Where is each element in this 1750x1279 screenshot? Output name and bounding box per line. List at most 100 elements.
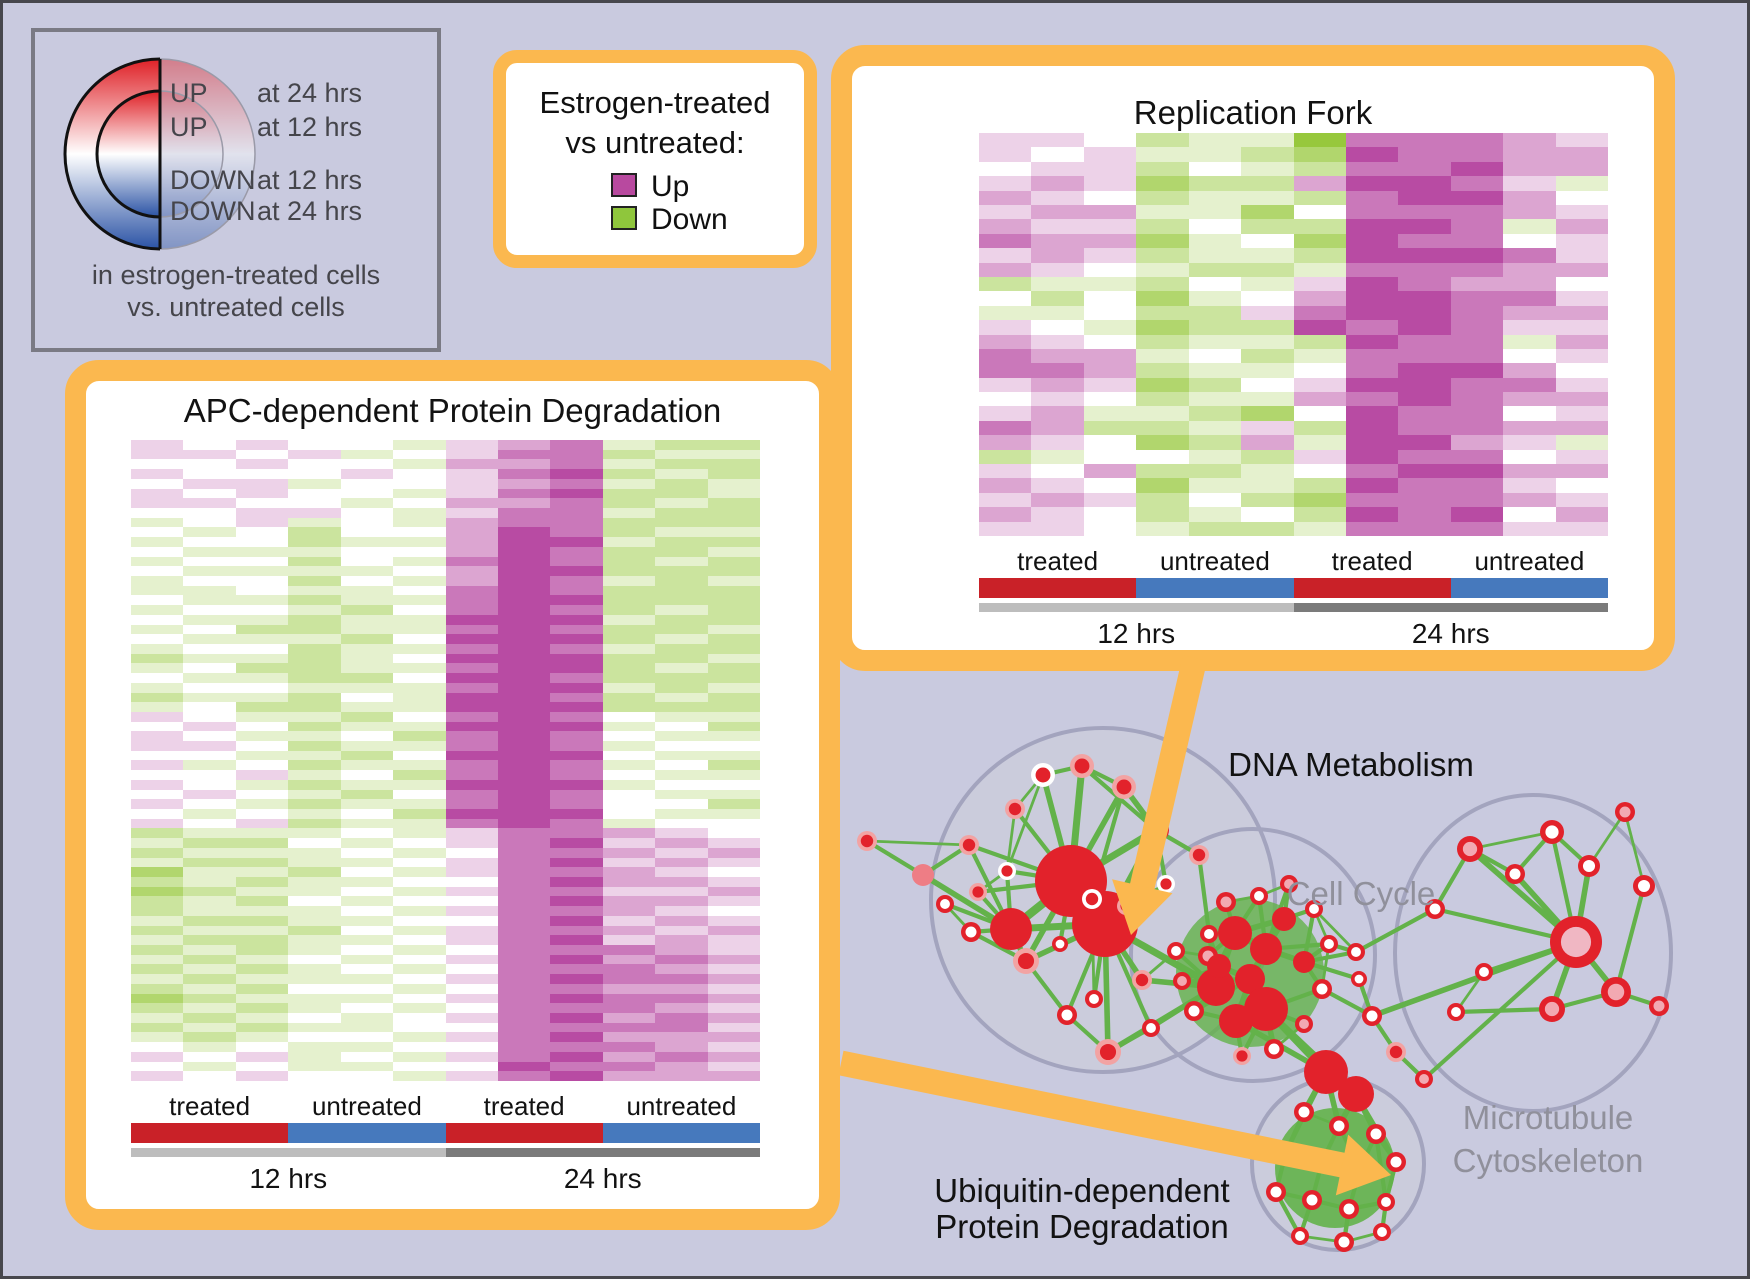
network-node-core (1268, 1043, 1280, 1055)
heatmap-cell (1450, 449, 1504, 465)
heatmap-cell (1345, 377, 1399, 393)
network-node-core (1324, 939, 1334, 949)
heatmap-cell (393, 1013, 446, 1023)
heatmap-cell (340, 1013, 394, 1023)
heatmap-cell (1555, 219, 1608, 234)
heatmap-cell (550, 711, 603, 722)
heatmap-cell (602, 507, 656, 518)
heatmap-cell (602, 595, 656, 606)
heatmap-cell (1345, 464, 1399, 479)
heatmap-cell (393, 964, 446, 975)
heatmap-cell (602, 682, 656, 693)
heatmap-cell (602, 527, 656, 538)
heatmap-cell (235, 731, 289, 742)
heatmap-cell (497, 857, 551, 868)
heatmap-cell (602, 711, 656, 722)
heatmap-cell (707, 498, 760, 508)
heatmap-cell (1188, 262, 1242, 277)
heatmap-cell (183, 760, 236, 771)
heatmap-cell (1241, 248, 1294, 263)
heatmap-cell (550, 915, 603, 926)
heatmap-cell (979, 161, 1032, 177)
heatmap-cell (183, 1013, 236, 1023)
heatmap-cell (131, 877, 184, 887)
heatmap-cell (979, 305, 1032, 321)
heatmap-cell (602, 789, 656, 800)
heatmap-cell (550, 964, 603, 975)
heatmap-cell (1241, 492, 1294, 508)
heatmap-cell (550, 750, 603, 761)
network-node-core (1236, 1050, 1248, 1062)
heatmap-cell (707, 828, 760, 839)
cluster-cell-cycle (1129, 827, 1377, 1083)
heatmap-cell (288, 935, 341, 946)
heatmap-cell (655, 906, 708, 916)
heatmap-cell (340, 935, 394, 946)
network-edge (1354, 907, 1437, 954)
heatmap-cell (550, 478, 603, 489)
heatmap-cell (497, 799, 551, 810)
group-label: treated (483, 1091, 565, 1121)
heatmap-cell (1188, 392, 1242, 407)
heatmap-cell (1031, 464, 1084, 479)
heatmap-cell (393, 945, 446, 955)
heatmap-cell (183, 605, 236, 615)
heatmap-cell (550, 488, 603, 499)
heatmap-cell (131, 653, 184, 664)
heatmap-cell (183, 779, 236, 790)
heatmap-cell (183, 673, 236, 683)
heatmap-cell (1555, 176, 1608, 191)
heatmap-cell (655, 1071, 708, 1081)
heatmap-cell (550, 974, 603, 984)
heatmap-cell (655, 867, 708, 878)
heatmap-cell (497, 517, 551, 528)
network-node-core (1390, 1156, 1402, 1168)
heatmap-cell (445, 741, 498, 751)
heatmap-cell (655, 857, 708, 868)
network-node-core (1366, 1010, 1378, 1022)
heatmap-cell (340, 1051, 394, 1062)
heatmap-cell (131, 673, 184, 683)
heatmap-cell (393, 750, 446, 761)
heatmap-cell (393, 478, 446, 489)
heatmap-cell (979, 190, 1032, 205)
heatmap-cell (497, 809, 551, 819)
heatmap-cell (550, 527, 603, 538)
heatmap-cell (707, 643, 760, 654)
network-node-core (1146, 1023, 1156, 1033)
heatmap-cell (707, 711, 760, 722)
network-cluster-label: Cell Cycle (1287, 875, 1436, 912)
heatmap-cell (707, 964, 760, 975)
heatmap-cell (655, 566, 708, 576)
heatmap-cell (1241, 363, 1294, 378)
heatmap-cell (1398, 305, 1451, 321)
heatmap-cell (550, 643, 603, 654)
heatmap-cell (288, 527, 341, 538)
heatmap-cell (393, 847, 446, 858)
heatmap-cell (497, 1042, 551, 1052)
treatment-bar-segment (1136, 578, 1294, 598)
heatmap-cell (707, 1071, 760, 1081)
heatmap-cell (445, 954, 498, 965)
heatmap-cell (602, 886, 656, 897)
heatmap-cell (340, 507, 394, 518)
heatmap-cell (131, 643, 184, 654)
network-cluster-label: DNA Metabolism (1228, 746, 1474, 783)
heatmap-cell (445, 653, 498, 664)
heatmap-cell (1083, 320, 1137, 335)
heatmap-cell (707, 877, 760, 887)
heatmap-cell (1398, 291, 1451, 306)
heatmap-cell (1503, 406, 1556, 421)
heatmap-cell (707, 1042, 760, 1052)
heatmap-cell (445, 1071, 498, 1081)
heatmap-cell (288, 789, 341, 800)
heatmap-cell (707, 478, 760, 489)
heatmap-cell (1293, 492, 1346, 508)
heatmap-cell (602, 1061, 656, 1072)
heatmap-cell (707, 575, 760, 586)
heatmap-cell (707, 440, 760, 450)
heatmap-cell (1083, 435, 1137, 450)
network-node (1207, 954, 1231, 978)
heatmap-cell (979, 392, 1032, 407)
network-node-core (1333, 1120, 1345, 1132)
